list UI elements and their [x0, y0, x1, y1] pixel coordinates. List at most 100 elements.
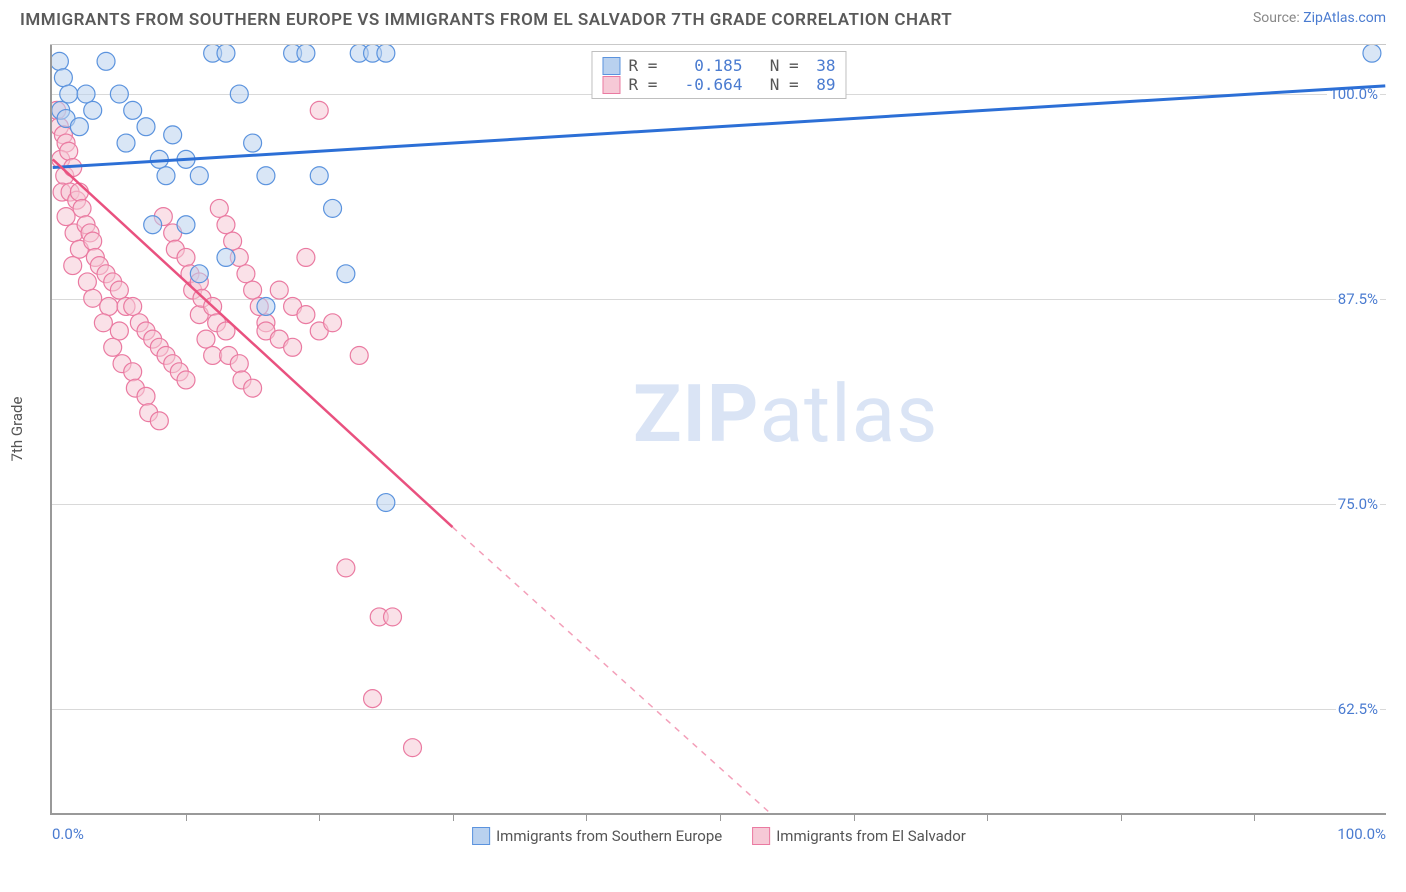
data-point [73, 199, 91, 217]
stats-n-value-2: 89 [816, 75, 835, 94]
data-point [64, 257, 82, 275]
data-point [70, 118, 88, 136]
x-tick [453, 813, 454, 821]
data-point [204, 346, 222, 364]
data-point [84, 101, 102, 119]
data-point [110, 281, 128, 299]
data-point [54, 69, 72, 87]
data-point [78, 273, 96, 291]
data-point [217, 45, 235, 62]
data-point [177, 371, 195, 389]
data-point [324, 314, 342, 332]
chart-container: 7th Grade ZIPatlas 62.5%75.0%87.5%100.0%… [50, 44, 1386, 814]
x-tick [1254, 813, 1255, 821]
legend-label-1: Immigrants from Southern Europe [496, 827, 722, 845]
legend-label-2: Immigrants from El Salvador [776, 827, 966, 845]
swatch-series2 [602, 76, 620, 94]
source-link[interactable]: ZipAtlas.com [1303, 10, 1386, 26]
data-point [157, 167, 175, 185]
stats-r-value-2: -0.664 [675, 75, 742, 94]
stats-row-series2: R = -0.664 N = 89 [602, 75, 835, 94]
stats-row-series1: R = 0.185 N = 38 [602, 56, 835, 75]
data-point [297, 45, 315, 62]
x-tick [186, 813, 187, 821]
data-point [310, 167, 328, 185]
data-point [177, 216, 195, 234]
data-point [60, 85, 78, 103]
data-point [297, 306, 315, 324]
data-point [150, 412, 168, 430]
swatch-series1 [602, 57, 620, 75]
data-point [144, 216, 162, 234]
x-tick [586, 813, 587, 821]
data-point [337, 265, 355, 283]
legend-item-1: Immigrants from Southern Europe [472, 827, 722, 845]
data-point [97, 52, 115, 70]
plot-area: 7th Grade ZIPatlas 62.5%75.0%87.5%100.0%… [50, 45, 1386, 815]
x-axis-max: 100.0% [1337, 825, 1386, 843]
correlation-stats-box: R = 0.185 N = 38 R = -0.664 N = 89 [591, 51, 846, 99]
data-point [237, 265, 255, 283]
data-point [110, 85, 128, 103]
data-point [324, 199, 342, 217]
data-point [124, 363, 142, 381]
data-point [84, 232, 102, 250]
legend: Immigrants from Southern Europe Immigran… [472, 827, 966, 845]
x-tick [854, 813, 855, 821]
data-point [270, 281, 288, 299]
data-point [190, 265, 208, 283]
data-point [244, 134, 262, 152]
legend-swatch-1 [472, 827, 490, 845]
data-point [164, 126, 182, 144]
data-point [384, 608, 402, 626]
data-point [377, 494, 395, 512]
data-point [104, 338, 122, 356]
data-point [284, 338, 302, 356]
data-point [124, 101, 142, 119]
regression-line-2-extrapolated [452, 527, 878, 813]
stats-r-label: R = [628, 56, 667, 75]
source-attribution: Source: ZipAtlas.com [1253, 10, 1386, 26]
data-point [210, 199, 228, 217]
legend-swatch-2 [752, 827, 770, 845]
data-point [217, 248, 235, 266]
data-point [60, 142, 78, 160]
x-tick [319, 813, 320, 821]
data-point [197, 330, 215, 348]
data-point [57, 208, 75, 226]
data-point [244, 281, 262, 299]
data-point [297, 248, 315, 266]
data-point [77, 85, 95, 103]
x-axis-min: 0.0% [52, 825, 84, 843]
data-point [52, 52, 68, 70]
data-point [337, 559, 355, 577]
x-tick [987, 813, 988, 821]
stats-n-value-1: 38 [816, 56, 835, 75]
data-point [257, 167, 275, 185]
data-point [84, 289, 102, 307]
data-point [244, 379, 262, 397]
data-point [230, 85, 248, 103]
data-point [117, 134, 135, 152]
stats-n-label: N = [750, 56, 808, 75]
data-point [177, 248, 195, 266]
data-point [190, 167, 208, 185]
plot-svg [52, 45, 1386, 813]
data-point [1363, 45, 1381, 62]
data-point [217, 216, 235, 234]
data-point [137, 387, 155, 405]
data-point [110, 322, 128, 340]
stats-n-label: N = [750, 75, 808, 94]
data-point [94, 314, 112, 332]
data-point [257, 297, 275, 315]
chart-title: IMMIGRANTS FROM SOUTHERN EUROPE VS IMMIG… [20, 10, 952, 30]
data-point [224, 232, 242, 250]
data-point [100, 297, 118, 315]
stats-r-label: R = [628, 75, 667, 94]
data-point [124, 297, 142, 315]
y-axis-label: 7th Grade [8, 397, 26, 462]
data-point [350, 346, 368, 364]
data-point [404, 739, 422, 757]
data-point [377, 45, 395, 62]
data-point [230, 355, 248, 373]
